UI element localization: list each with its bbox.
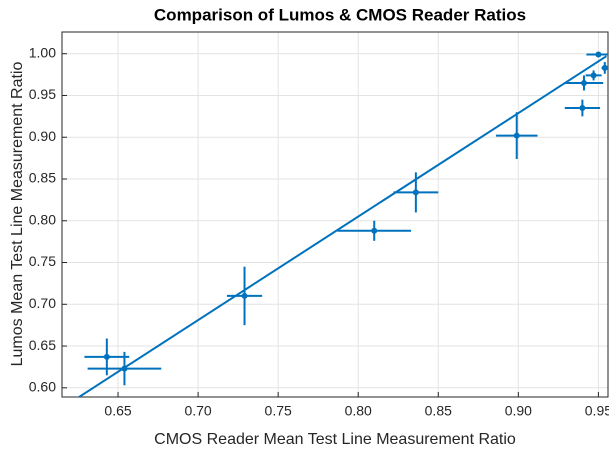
data-point <box>103 353 110 360</box>
data-point <box>601 64 608 71</box>
y-tick-label: 0.90 <box>29 128 56 144</box>
y-tick-label: 1.00 <box>29 44 56 60</box>
data-point <box>513 132 520 139</box>
x-tick-label: 0.85 <box>425 403 452 419</box>
data-point <box>579 105 586 112</box>
y-tick-label: 0.95 <box>29 86 56 102</box>
plot-frame <box>61 31 609 398</box>
x-tick-label: 0.75 <box>265 403 292 419</box>
x-axis-label: CMOS Reader Mean Test Line Measurement R… <box>154 431 516 448</box>
plot-area <box>77 51 608 397</box>
x-tick-label: 0.95 <box>585 403 609 419</box>
y-tick-label: 0.80 <box>29 211 56 227</box>
data-point <box>595 51 602 58</box>
data-point <box>371 227 378 234</box>
y-tick-label: 0.60 <box>29 379 56 395</box>
data-point <box>580 79 587 86</box>
y-tick-label: 0.85 <box>29 170 56 186</box>
y-axis-label: Lumos Mean Test Line Measurement Ratio <box>9 62 26 367</box>
x-tick-label: 0.65 <box>104 403 131 419</box>
x-tick-label: 0.80 <box>345 403 372 419</box>
data-point <box>590 72 597 79</box>
x-tick-label: 0.90 <box>505 403 532 419</box>
data-point <box>412 189 419 196</box>
fit-line <box>77 55 607 397</box>
chart-title: Comparison of Lumos & CMOS Reader Ratios <box>154 5 526 24</box>
data-point <box>241 292 248 299</box>
y-tick-label: 0.65 <box>29 337 56 353</box>
data-point <box>121 365 128 372</box>
x-tick-label: 0.70 <box>184 403 211 419</box>
y-tick-label: 0.75 <box>29 253 56 269</box>
y-tick-label: 0.70 <box>29 295 56 311</box>
